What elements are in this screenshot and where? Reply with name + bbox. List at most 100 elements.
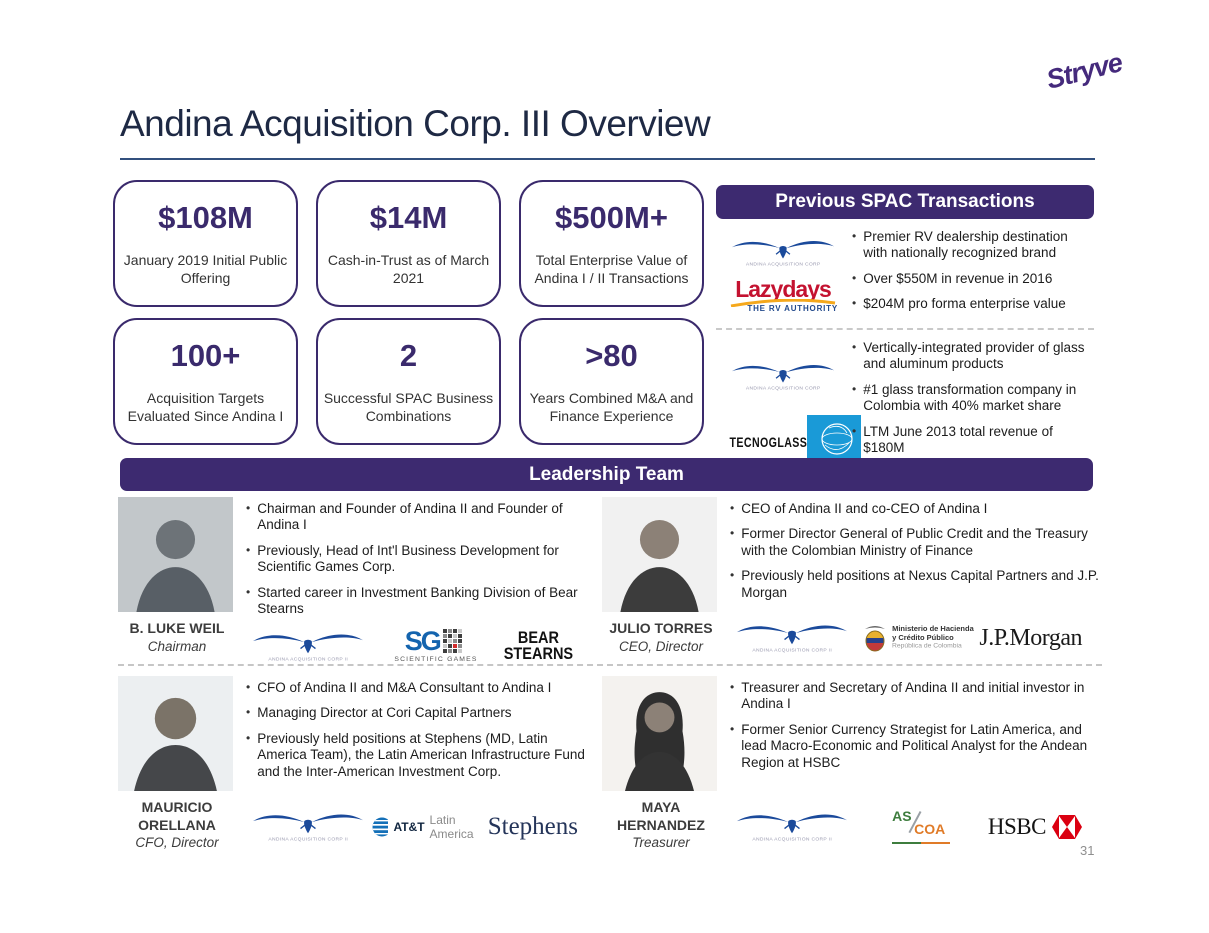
andina-eagle-icon: [731, 240, 835, 259]
andina-logo-caption: ANDINA ACQUISITION CORP II: [752, 836, 833, 842]
member-role: CFO, Director: [135, 835, 219, 850]
bullet-dot: •: [246, 680, 251, 694]
andina-eagle-icon: [731, 364, 835, 383]
portrait-silhouette-icon: [620, 520, 699, 612]
profile-logos-row: ANDINA ACQUISITION CORP II: [728, 611, 1102, 663]
profile-mauricio-orellana: MAURICIO ORELLANA CFO, Director • CFO of …: [118, 676, 598, 852]
bullet-text: Treasurer and Secretary of Andina II and…: [741, 680, 1085, 712]
profile-photo: [602, 497, 717, 612]
bullet-text: Over $550M in revenue in 2016: [863, 270, 1053, 286]
bullet-item: • $204M pro forma enterprise value: [850, 296, 1094, 312]
bullet-item: • Over $550M in revenue in 2016: [850, 271, 1094, 287]
profile-photo: [118, 676, 233, 791]
profile-content: • Treasurer and Secretary of Andina II an…: [728, 676, 1102, 852]
stat-box-enterprise-value: $500M+ Total Enterprise Value of Andina …: [519, 180, 704, 307]
att-latin-america-logo: AT&T Latin America: [372, 813, 487, 841]
scientific-games-logo: SG SCIENTIFIC GAMES: [387, 627, 485, 664]
stat-value: $108M: [158, 199, 253, 235]
member-role: Treasurer: [632, 835, 690, 850]
profile-logos-row: ANDINA ACQUISITION CORP II AS COA HSBC: [728, 800, 1102, 852]
bullet-text: Managing Director at Cori Capital Partne…: [257, 705, 512, 721]
page-number: 31: [1080, 843, 1095, 858]
previous-spac-panel: Previous SPAC Transactions ANDINA ACQUIS…: [716, 185, 1094, 497]
andina-logo-caption: ANDINA ACQUISITION CORP II: [268, 655, 349, 662]
stat-caption: Total Enterprise Value of Andina I / II …: [534, 251, 689, 286]
bullet-item: • Premier RV dealership destination with …: [850, 229, 1094, 262]
page-title: Andina Acquisition Corp. III Overview: [120, 103, 711, 144]
bullet-dot: •: [730, 721, 735, 736]
bullet-text: CFO of Andina II and M&A Consultant to A…: [257, 680, 552, 695]
photo-column: JULIO TORRES CEO, Director: [602, 497, 720, 663]
stats-grid: $108M January 2019 Initial Public Offeri…: [113, 180, 704, 445]
bullet-item: • Previously held positions at Stephens (…: [244, 731, 598, 780]
bullet-text: Chairman and Founder of Andina II and Fo…: [257, 501, 563, 533]
hsbc-wordmark: HSBC: [987, 814, 1047, 839]
profile-logos-row: ANDINA ACQUISITION CORP II SG SCIENTI: [244, 627, 598, 665]
ministerio-line3: República de Colombia: [892, 641, 962, 650]
andina-acquisition-logo: ANDINA ACQUISITION CORP II: [728, 620, 856, 656]
bullet-text: Previously held positions at Stephens (M…: [257, 730, 585, 779]
andina-logo-caption: ANDINA ACQUISITION CORP II: [752, 647, 833, 653]
stat-caption: January 2019 Initial Public Offering: [123, 251, 288, 286]
lazydays-logo: Lazydays THE RV AUTHORITY: [724, 278, 842, 313]
andina-acquisition-logo: ANDINA ACQUISITION CORP II: [244, 809, 372, 845]
bullet-text: $204M pro forma enterprise value: [863, 296, 1066, 312]
bullet-dot: •: [730, 501, 735, 515]
member-name: JULIO TORRES: [609, 620, 713, 636]
bullet-text: Started career in Investment Banking Div…: [257, 584, 578, 617]
bullet-text: Vertically-integrated provider of glass …: [863, 339, 1085, 372]
profile-content: • CFO of Andina II and M&A Consultant to …: [244, 676, 598, 852]
spac-section-lazydays: ANDINA ACQUISITION CORP Lazydays THE RV …: [716, 219, 1094, 328]
bullet-item: • Former Director General of Public Credi…: [728, 526, 1102, 559]
andina-eagle-icon: [737, 814, 848, 834]
lazydays-tagline: THE RV AUTHORITY: [747, 304, 838, 314]
bullet-text: #1 glass transformation company in Colom…: [863, 381, 1077, 414]
title-underline: [120, 158, 1095, 160]
andina-logo-caption: ANDINA ACQUISITION CORP II: [268, 836, 349, 842]
portrait-silhouette-icon: [134, 697, 217, 791]
stat-box-cash-in-trust: $14M Cash-in-Trust as of March 2021: [316, 180, 501, 307]
sg-pixel-grid-icon: [442, 629, 462, 654]
member-name: MAYA HERNANDEZ: [617, 799, 705, 833]
bullet-item: • Managing Director at Cori Capital Partn…: [244, 705, 598, 721]
ministerio-text: Ministerio de Hacienda y Crédito Público…: [892, 624, 974, 651]
profile-content: • Chairman and Founder of Andina II and F…: [244, 497, 598, 663]
andina-acquisition-logo: ANDINA ACQUISITION CORP II: [244, 629, 372, 665]
stat-box-combinations: 2 Successful SPAC Business Combinations: [316, 318, 501, 445]
bullet-dot: •: [730, 526, 735, 541]
photo-column: B. LUKE WEIL Chairman: [118, 497, 236, 663]
bear-stearns-logo: BEAR STEARNS: [503, 630, 574, 663]
bullet-dot: •: [852, 339, 857, 354]
bullet-item: • CEO of Andina II and co-CEO of Andina I: [728, 501, 1102, 517]
stat-box-ipo: $108M January 2019 Initial Public Offeri…: [113, 180, 298, 307]
att-globe-icon: [372, 817, 389, 837]
bullet-dot: •: [852, 229, 857, 243]
bear-line2: STEARNS: [503, 644, 574, 663]
bullet-text: LTM June 2013 total revenue of $180M: [863, 423, 1053, 456]
leadership-banner: Leadership Team: [120, 458, 1093, 491]
stat-box-experience: >80 Years Combined M&A and Finance Exper…: [519, 318, 704, 445]
ministerio-hacienda-logo: Ministerio de Hacienda y Crédito Público…: [862, 623, 974, 653]
andina-acquisition-logo: ANDINA ACQUISITION CORP: [723, 360, 843, 394]
stat-caption: Cash-in-Trust as of March 2021: [327, 251, 490, 286]
globe-sketch-icon: [821, 423, 853, 455]
leadership-row-divider: [118, 664, 1102, 666]
ministerio-line2: y Crédito Público: [892, 632, 954, 642]
photo-column: MAYA HERNANDEZ Treasurer: [602, 676, 720, 852]
bullet-item: • Vertically-integrated provider of glass…: [850, 340, 1094, 373]
bullet-dot: •: [246, 705, 251, 720]
bullet-text: Former Director General of Public Credit…: [741, 526, 1088, 558]
ascoa-as-text: AS: [892, 808, 912, 824]
andina-eagle-icon: [253, 814, 364, 834]
sg-mark: SG: [405, 627, 467, 655]
portrait-silhouette-icon: [625, 692, 694, 791]
bullet-item: • Treasurer and Secretary of Andina II an…: [728, 680, 1102, 713]
bullet-item: • Chairman and Founder of Andina II and F…: [244, 501, 598, 534]
andina-acquisition-logo: ANDINA ACQUISITION CORP: [723, 236, 843, 270]
profile-logos-row: ANDINA ACQUISITION CORP II AT&T: [244, 800, 598, 852]
bullet-dot: •: [852, 381, 857, 396]
member-name: B. LUKE WEIL: [129, 620, 225, 636]
ministerio-line1: Ministerio de Hacienda: [892, 624, 974, 634]
bullet-dot: •: [852, 296, 857, 311]
